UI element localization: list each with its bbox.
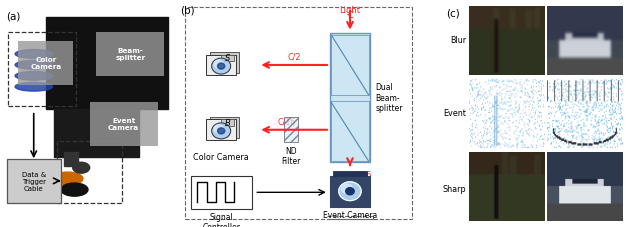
Text: C/16: C/16 <box>277 117 296 126</box>
Bar <box>186 8 412 219</box>
Text: Blur: Blur <box>450 36 466 44</box>
Text: ND
Filter: ND Filter <box>281 146 301 166</box>
Text: Signal
Controller: Signal Controller <box>202 212 240 227</box>
Bar <box>284 118 298 142</box>
Bar <box>191 176 252 209</box>
Bar <box>332 36 369 95</box>
Text: C/16: C/16 <box>354 170 372 179</box>
Ellipse shape <box>61 183 88 196</box>
Text: Beam-
splitter: Beam- splitter <box>115 48 145 61</box>
Bar <box>207 55 236 76</box>
Circle shape <box>214 61 223 69</box>
Text: S: S <box>225 54 230 63</box>
Bar <box>210 53 239 74</box>
Text: Event Camera: Event Camera <box>323 210 377 219</box>
Text: (a): (a) <box>6 11 21 21</box>
Bar <box>221 120 234 126</box>
Bar <box>54 109 139 157</box>
Text: Data &
Trigger
Cable: Data & Trigger Cable <box>22 171 46 191</box>
Text: Dual
Beam-
splitter: Dual Beam- splitter <box>375 83 403 113</box>
FancyBboxPatch shape <box>97 33 164 76</box>
Text: Event: Event <box>444 109 466 118</box>
Ellipse shape <box>15 61 52 70</box>
Bar <box>207 120 236 141</box>
Bar <box>333 171 367 176</box>
FancyBboxPatch shape <box>90 103 157 146</box>
Ellipse shape <box>15 72 52 81</box>
Ellipse shape <box>15 83 52 92</box>
Text: Sharp: Sharp <box>442 185 466 194</box>
Bar <box>58 142 122 203</box>
Circle shape <box>218 128 225 134</box>
Bar <box>332 102 369 161</box>
Text: C: C <box>347 11 353 20</box>
Text: Color Camera: Color Camera <box>193 153 249 161</box>
Text: Light: Light <box>339 6 360 15</box>
Circle shape <box>339 182 361 201</box>
Bar <box>330 33 370 163</box>
Text: (c): (c) <box>446 9 460 19</box>
Bar <box>210 118 239 138</box>
Circle shape <box>346 188 354 195</box>
Circle shape <box>214 125 223 133</box>
Circle shape <box>218 64 225 70</box>
Circle shape <box>212 59 230 75</box>
Text: C/2: C/2 <box>287 52 301 61</box>
Circle shape <box>212 123 230 139</box>
Bar <box>45 18 168 109</box>
Ellipse shape <box>73 163 90 173</box>
FancyBboxPatch shape <box>19 42 73 85</box>
Bar <box>221 55 234 62</box>
FancyBboxPatch shape <box>6 159 61 203</box>
Bar <box>330 176 370 207</box>
Text: Color
Camera: Color Camera <box>31 57 62 70</box>
Bar <box>8 33 76 107</box>
Ellipse shape <box>52 172 83 185</box>
Circle shape <box>342 184 353 194</box>
Text: Event
Camera: Event Camera <box>108 118 140 131</box>
Bar <box>64 153 78 166</box>
Text: (b): (b) <box>180 6 195 16</box>
Text: B: B <box>225 118 231 127</box>
Ellipse shape <box>15 50 52 59</box>
